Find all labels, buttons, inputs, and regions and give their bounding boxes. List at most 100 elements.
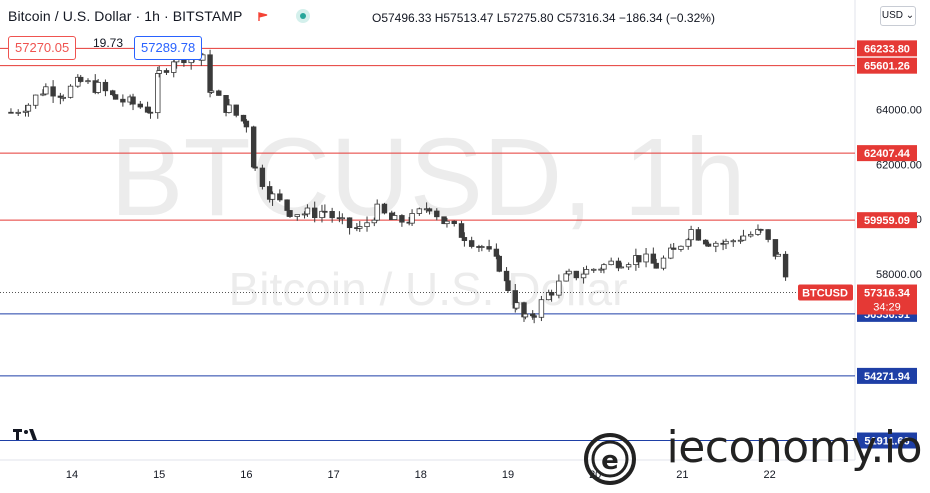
candle-up bbox=[319, 210, 325, 219]
candle-up bbox=[339, 217, 346, 220]
series-tag-label: BTCUSD bbox=[802, 288, 848, 300]
candle-down bbox=[130, 96, 136, 105]
candle-up bbox=[444, 220, 450, 225]
candle-up bbox=[156, 70, 162, 74]
bar-countdown: 34:29 bbox=[873, 302, 901, 314]
candle-down bbox=[322, 210, 328, 213]
candle-down bbox=[243, 120, 250, 128]
ask-price[interactable]: 57289.78 bbox=[134, 36, 203, 60]
candle-up bbox=[618, 266, 625, 269]
candle-up bbox=[566, 270, 572, 275]
level-label: 54271.94 bbox=[864, 371, 911, 383]
candle-down bbox=[531, 315, 537, 318]
candle-up bbox=[678, 245, 684, 250]
price-levels bbox=[0, 47, 855, 442]
candlestick-series bbox=[8, 48, 789, 324]
candle-down bbox=[441, 216, 447, 225]
candle-up bbox=[391, 215, 398, 220]
candle-up bbox=[538, 299, 545, 318]
candle-down bbox=[78, 76, 84, 82]
candle-up bbox=[40, 93, 46, 96]
candle-up bbox=[301, 213, 308, 216]
symbol-title[interactable]: Bitcoin / U.S. Dollar · 1h · BITSTAMP bbox=[8, 8, 243, 24]
candle-down bbox=[772, 239, 779, 257]
candle-up bbox=[67, 85, 74, 98]
candle-down bbox=[505, 280, 511, 291]
candle-up bbox=[755, 228, 761, 235]
candle-down bbox=[216, 90, 222, 96]
candle-up bbox=[522, 313, 529, 318]
y-tick-label: 58000.00 bbox=[876, 269, 922, 281]
candle-up bbox=[688, 229, 694, 241]
candle-down bbox=[399, 215, 405, 223]
market-status-icon[interactable] bbox=[296, 9, 311, 23]
symbol-header[interactable]: Bitcoin / U.S. Dollar · 1h · BITSTAMP bbox=[8, 8, 311, 24]
candle-up bbox=[269, 193, 276, 200]
x-tick-label: 14 bbox=[66, 469, 78, 481]
tradingview-logo-icon[interactable] bbox=[13, 428, 41, 442]
candle-down bbox=[223, 95, 229, 113]
candle-down bbox=[312, 207, 318, 219]
chevron-down-icon: ⌄ bbox=[902, 10, 915, 21]
candle-up bbox=[60, 96, 66, 99]
candle-up bbox=[208, 90, 215, 93]
candle-down bbox=[102, 81, 109, 92]
candle-up bbox=[737, 239, 744, 242]
candle-down bbox=[496, 255, 502, 272]
candle-down bbox=[451, 220, 457, 225]
chart-watermark: BTCUSD, 1h Bitcoin / U.S. Dollar bbox=[110, 116, 746, 315]
currency-dropdown[interactable]: USD ⌄ bbox=[880, 6, 916, 26]
candle-up bbox=[32, 94, 39, 106]
candle-down bbox=[137, 103, 144, 108]
candle-up bbox=[371, 219, 377, 224]
candle-down bbox=[259, 167, 266, 187]
candle-up bbox=[357, 226, 363, 229]
x-tick-label: 16 bbox=[240, 469, 252, 481]
series-tag bbox=[798, 284, 853, 301]
candle-up bbox=[25, 104, 32, 112]
candle-up bbox=[304, 207, 311, 215]
time-axis[interactable]: 14 15 16 17 18 19 20 21 22 bbox=[0, 459, 855, 481]
x-tick-label: 22 bbox=[763, 469, 775, 481]
candle-down bbox=[695, 229, 702, 241]
candle-up bbox=[556, 280, 562, 296]
flag-icon[interactable] bbox=[258, 12, 268, 22]
candle-down bbox=[233, 104, 239, 116]
candle-up bbox=[685, 239, 691, 247]
watermark-description: Bitcoin / U.S. Dollar bbox=[229, 263, 628, 315]
candle-up bbox=[416, 208, 423, 214]
x-tick-label: 21 bbox=[676, 469, 688, 481]
candle-down bbox=[758, 228, 764, 231]
candle-down bbox=[109, 90, 116, 96]
candle-down bbox=[670, 247, 677, 250]
candle-up bbox=[294, 214, 300, 217]
candle-down bbox=[653, 262, 659, 269]
candle-down bbox=[147, 111, 154, 114]
candle-up bbox=[591, 268, 597, 271]
last-price-tag bbox=[857, 284, 917, 315]
candle-up bbox=[364, 222, 370, 227]
level-tag bbox=[857, 432, 917, 449]
bid-price[interactable]: 57270.05 bbox=[8, 36, 77, 60]
candle-up bbox=[748, 233, 754, 237]
candle-up bbox=[608, 260, 614, 266]
candle-down bbox=[8, 111, 14, 114]
candle-down bbox=[284, 199, 290, 211]
candle-down bbox=[240, 114, 247, 122]
candle-up bbox=[85, 80, 91, 83]
candle-up bbox=[668, 247, 674, 259]
candle-down bbox=[381, 203, 388, 214]
level-tag bbox=[857, 40, 917, 57]
candle-up bbox=[43, 86, 49, 95]
currency-label: USD bbox=[881, 10, 903, 21]
candle-up bbox=[226, 104, 232, 113]
candle-down bbox=[346, 217, 353, 229]
level-label: 66233.80 bbox=[864, 43, 910, 55]
level-tag bbox=[857, 367, 917, 384]
level-label: 59959.09 bbox=[864, 215, 910, 227]
candle-up bbox=[775, 253, 782, 257]
level-label: 65601.26 bbox=[864, 61, 910, 73]
x-tick-label: 19 bbox=[502, 469, 514, 481]
candle-down bbox=[266, 186, 273, 200]
